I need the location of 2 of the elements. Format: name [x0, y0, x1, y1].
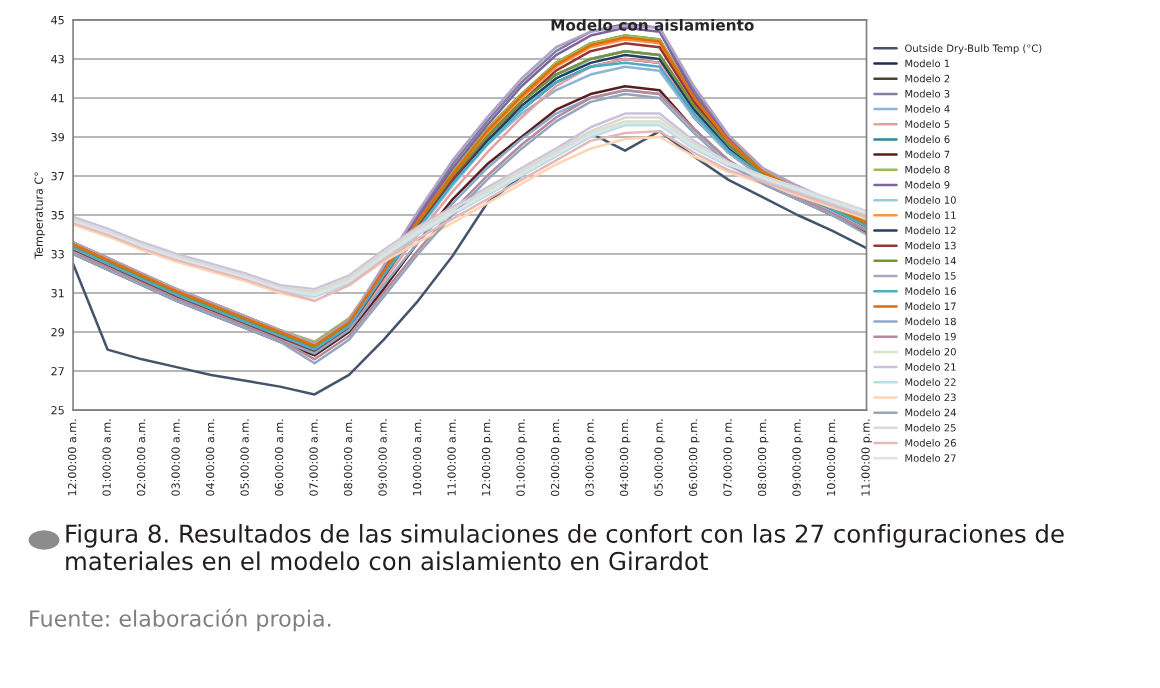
source-note: Fuente: elaboración propia. — [30, 608, 331, 632]
text: Figura 8. Resultados de las simulaciones de confort con las 27 configuraciones de materiales en el modelo con aislamiento en Girardot — [66, 524, 1064, 571]
